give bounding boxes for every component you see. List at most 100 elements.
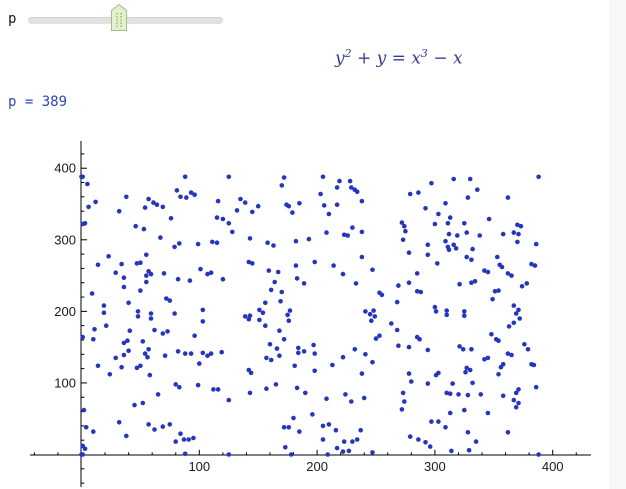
data-point: [469, 257, 474, 263]
data-point: [349, 185, 354, 190]
data-point: [482, 268, 487, 273]
data-point: [370, 450, 375, 455]
data-point: [296, 345, 301, 351]
data-point: [92, 327, 97, 332]
data-point: [101, 303, 107, 308]
data-point: [175, 349, 181, 354]
data-point: [432, 304, 438, 310]
data-point: [167, 422, 173, 427]
data-point: [432, 221, 438, 227]
data-point: [513, 390, 519, 396]
data-point: [394, 327, 400, 333]
data-point: [505, 351, 511, 356]
equation-rhs: x: [411, 48, 421, 69]
data-point: [505, 271, 511, 276]
slider-thumb[interactable]: [111, 3, 127, 31]
data-point: [113, 270, 118, 276]
data-point: [467, 367, 473, 373]
data-point: [151, 200, 156, 205]
data-point: [478, 392, 484, 397]
data-point: [352, 347, 358, 352]
data-point: [208, 270, 214, 276]
data-point: [457, 344, 462, 349]
data-point: [80, 174, 85, 180]
data-point: [86, 204, 91, 210]
data-point: [423, 440, 428, 445]
data-point: [475, 187, 480, 192]
data-point: [178, 431, 183, 437]
data-point: [277, 353, 282, 359]
data-point: [533, 241, 539, 247]
data-point: [260, 310, 266, 316]
data-point: [427, 444, 433, 449]
data-point: [80, 334, 85, 340]
data-point: [462, 221, 467, 226]
data-point: [220, 216, 226, 222]
data-point: [172, 244, 177, 250]
data-point: [346, 448, 352, 454]
data-point: [293, 238, 299, 244]
data-point: [268, 357, 274, 363]
data-point: [310, 412, 315, 417]
data-point: [121, 284, 127, 290]
data-point: [485, 355, 491, 361]
data-point: [377, 333, 382, 339]
data-point: [394, 299, 400, 305]
data-point: [359, 229, 365, 235]
data-point: [101, 310, 107, 316]
data-point: [126, 348, 131, 354]
data-point: [283, 445, 288, 450]
data-point: [303, 390, 308, 396]
data-point: [486, 216, 492, 222]
data-point: [220, 276, 226, 282]
data-point: [473, 439, 479, 444]
data-point: [464, 254, 470, 260]
data-point: [320, 423, 326, 429]
data-point: [113, 355, 118, 361]
data-point: [205, 271, 210, 277]
data-point: [496, 338, 501, 344]
data-point: [160, 331, 166, 336]
data-point: [173, 439, 178, 444]
data-point: [453, 246, 459, 251]
data-point: [306, 236, 312, 242]
data-point: [446, 247, 452, 253]
data-point: [198, 266, 203, 272]
data-point: [80, 443, 85, 449]
data-point: [272, 279, 278, 285]
data-point: [215, 198, 221, 204]
data-point: [337, 178, 342, 184]
data-point: [91, 429, 96, 434]
data-point: [148, 271, 154, 277]
data-point: [372, 314, 378, 319]
data-point: [529, 261, 534, 267]
data-point: [456, 392, 461, 397]
data-point: [172, 311, 177, 316]
data-point: [513, 311, 519, 316]
data-point: [443, 238, 448, 244]
data-point: [214, 215, 220, 220]
data-point: [470, 246, 475, 252]
data-point: [330, 362, 335, 368]
data-point: [148, 316, 154, 321]
data-point: [279, 289, 285, 295]
data-point: [363, 309, 368, 314]
data-point: [463, 369, 468, 375]
data-point: [89, 291, 95, 296]
data-point: [334, 445, 340, 451]
data-point: [246, 259, 252, 265]
data-point: [121, 352, 127, 358]
data-point: [286, 203, 292, 209]
data-point: [449, 448, 454, 454]
data-point: [140, 339, 146, 344]
data-point: [477, 233, 483, 238]
data-point: [451, 242, 457, 248]
data-point: [126, 300, 131, 306]
data-point: [485, 269, 491, 275]
data-point: [326, 422, 332, 427]
data-point: [147, 372, 153, 378]
data-point: [324, 396, 329, 402]
data-point: [467, 176, 473, 182]
data-point: [141, 226, 147, 232]
